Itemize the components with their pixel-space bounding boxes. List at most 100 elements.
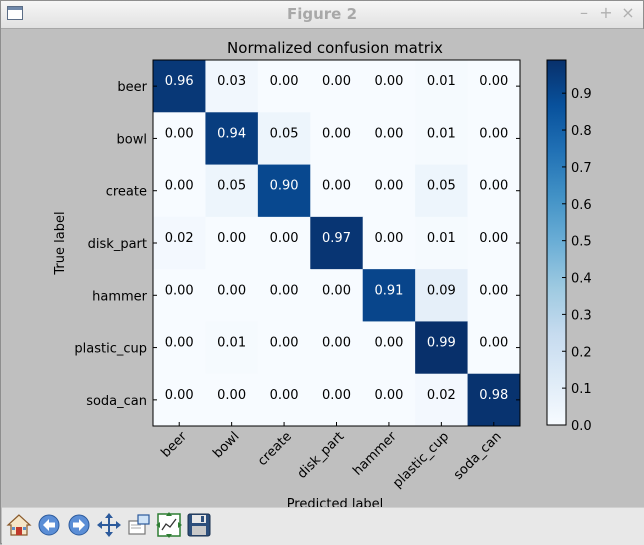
heatmap-cell <box>362 321 416 375</box>
forward-button[interactable] <box>66 512 92 538</box>
cell-value-label: 0.00 <box>479 231 508 246</box>
colorbar-tick-label: 0.5 <box>571 235 592 250</box>
figure-canvas[interactable]: Normalized confusion matrix Predicted la… <box>2 29 644 512</box>
colorbar-tick-label: 0.2 <box>571 345 592 360</box>
cell-value-label: 0.00 <box>270 74 299 89</box>
forward-arrow-icon <box>68 514 90 536</box>
heatmap-cell <box>257 60 311 113</box>
title-bar[interactable]: Figure 2 – + × <box>1 1 643 29</box>
home-button[interactable] <box>6 512 32 538</box>
cell-value-label: 0.00 <box>165 126 194 141</box>
toolbar <box>2 507 644 545</box>
zoom-button[interactable] <box>126 512 152 538</box>
cell-value-label: 0.05 <box>217 179 246 194</box>
cell-value-label: 0.00 <box>165 283 194 298</box>
cell-value-label: 0.00 <box>322 388 351 403</box>
colorbar-tick-label: 0.7 <box>571 161 592 176</box>
cell-value-label: 0.00 <box>165 179 194 194</box>
heatmap-cell <box>257 269 311 322</box>
zoom-rect-icon <box>128 514 150 535</box>
back-button[interactable] <box>36 512 62 538</box>
heatmap-cell <box>205 373 259 427</box>
colorbar <box>546 59 567 426</box>
cell-value-label: 0.02 <box>165 231 194 246</box>
colorbar-tick-label: 0.8 <box>571 124 592 139</box>
colorbar-tick-label: 0.4 <box>571 272 592 287</box>
cell-value-label: 0.00 <box>165 388 194 403</box>
cell-value-label: 0.00 <box>270 283 299 298</box>
y-tick-label: soda_can <box>86 394 147 409</box>
heatmap-cell <box>310 321 364 375</box>
cell-value-label: 0.98 <box>479 388 508 403</box>
y-tick-label: plastic_cup <box>74 342 147 357</box>
cell-value-label: 0.00 <box>322 179 351 194</box>
heatmap-cell <box>205 60 259 113</box>
back-arrow-icon <box>38 514 60 536</box>
cell-value-label: 0.90 <box>270 179 299 194</box>
minimize-icon[interactable]: – <box>580 3 588 22</box>
heatmap-cell <box>205 216 259 270</box>
cell-value-label: 0.00 <box>374 388 403 403</box>
heatmap-cell <box>415 216 469 270</box>
heatmap-cell <box>153 60 206 113</box>
cell-value-label: 0.01 <box>427 74 456 89</box>
colorbar-tick-label: 0.3 <box>571 308 592 323</box>
heatmap-cell <box>362 216 416 270</box>
cell-value-label: 0.00 <box>270 231 299 246</box>
maximize-icon[interactable]: + <box>599 3 613 22</box>
cell-value-label: 0.00 <box>479 74 508 89</box>
heatmap-cell <box>310 164 364 218</box>
save-button[interactable] <box>186 512 212 538</box>
heatmap-cell <box>467 164 521 218</box>
heatmap-cell <box>362 269 416 322</box>
heatmap-cell <box>415 164 469 218</box>
cell-value-label: 0.99 <box>427 336 456 351</box>
heatmap-cell <box>415 373 469 427</box>
heatmap-cell <box>205 269 259 322</box>
heatmap-cell <box>257 373 311 427</box>
cell-value-label: 0.00 <box>217 283 246 298</box>
cell-value-label: 0.00 <box>322 74 351 89</box>
cell-value-label: 0.00 <box>217 231 246 246</box>
heatmap-cell <box>467 269 521 322</box>
x-tick-label: disk_part <box>295 429 348 482</box>
heatmap-cell <box>205 321 259 375</box>
heatmap-cell <box>310 216 364 270</box>
close-icon[interactable]: × <box>621 3 635 22</box>
cell-value-label: 0.00 <box>217 388 246 403</box>
heatmap-cell <box>310 269 364 322</box>
heatmap-cell <box>362 112 416 166</box>
colorbar-tick-label: 0.0 <box>571 419 592 434</box>
colorbar-tick-label: 0.1 <box>571 382 592 397</box>
heatmap-cell <box>467 216 521 270</box>
heatmap-cell <box>362 164 416 218</box>
window-title: Figure 2 <box>286 5 358 23</box>
heatmap-cell <box>153 112 206 166</box>
heatmap-cell <box>415 321 469 375</box>
cell-value-label: 0.00 <box>322 336 351 351</box>
cell-value-label: 0.00 <box>479 336 508 351</box>
pan-button[interactable] <box>96 512 122 538</box>
cell-value-label: 0.00 <box>165 336 194 351</box>
cell-value-label: 0.00 <box>479 283 508 298</box>
pan-move-icon <box>97 513 121 537</box>
cell-value-label: 0.96 <box>165 74 194 89</box>
heatmap-cell <box>153 373 206 427</box>
cell-value-label: 0.00 <box>374 126 403 141</box>
heatmap-cell <box>467 60 521 113</box>
heatmap-cell <box>467 112 521 166</box>
subplots-button[interactable] <box>156 512 182 538</box>
x-axis-label: Predicted label <box>287 497 384 507</box>
cell-value-label: 0.00 <box>270 388 299 403</box>
heatmap-cell <box>205 112 259 166</box>
cell-value-label: 0.00 <box>374 231 403 246</box>
x-tick-label: create <box>255 429 295 469</box>
cell-value-label: 0.03 <box>217 74 246 89</box>
heatmap-cell <box>415 60 469 113</box>
heatmap-cell <box>205 164 259 218</box>
cell-value-label: 0.00 <box>374 179 403 194</box>
x-tick-label: hammer <box>350 429 400 479</box>
floppy-disk-icon <box>187 513 211 537</box>
cell-value-label: 0.05 <box>270 126 299 141</box>
